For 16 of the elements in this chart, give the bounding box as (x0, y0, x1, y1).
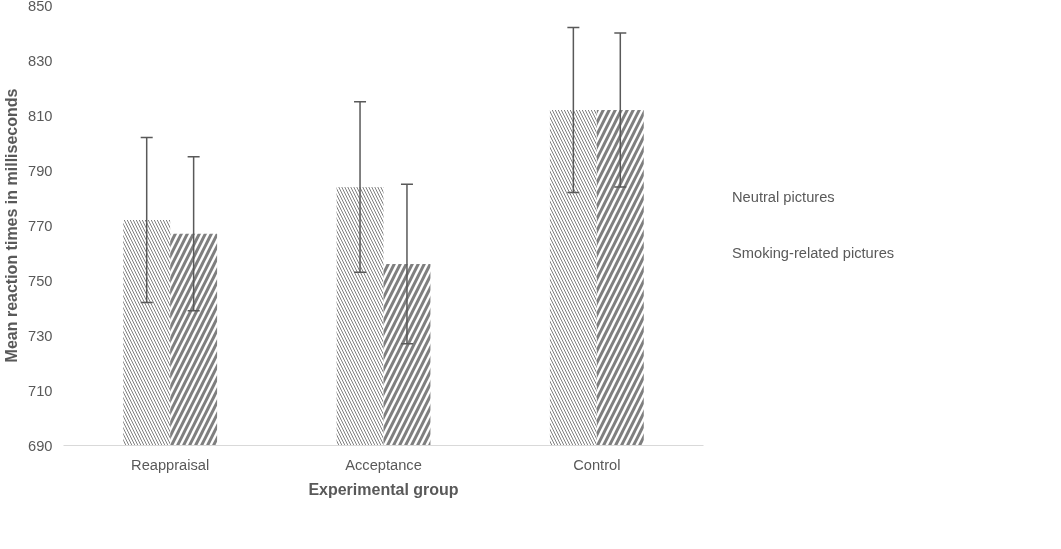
y-tick-label: 830 (28, 52, 53, 69)
x-tick-label: Control (573, 456, 621, 473)
x-axis-title: Experimental group (308, 480, 459, 498)
text: Neutral pictures (732, 189, 835, 205)
y-axis-title: Mean reaction times in milliseconds (3, 88, 21, 363)
x-tick-label: Acceptance (345, 456, 422, 473)
y-tick-label: 790 (28, 162, 53, 179)
y-tick-label: 810 (28, 107, 53, 124)
text: Smoking-related pictures (732, 245, 895, 261)
y-tick-label: 750 (28, 272, 53, 289)
y-tick-label: 730 (28, 327, 53, 344)
y-tick-label: 710 (28, 382, 53, 399)
y-tick-label: 770 (28, 217, 53, 234)
y-tick-label: 850 (28, 0, 53, 14)
y-tick-label: 690 (28, 437, 53, 454)
x-tick-label: Reappraisal (131, 456, 210, 473)
